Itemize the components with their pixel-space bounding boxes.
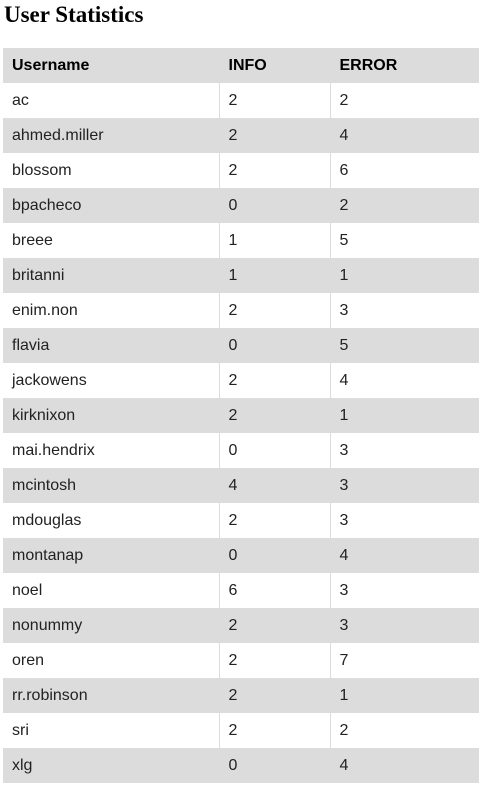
error-count-cell: 6 [339,161,349,179]
username-cell: kirknixon [3,398,220,433]
error-count-cell: 2 [339,91,349,109]
table-row: enim.non 2 3 [3,293,479,328]
table-row: mdouglas 2 3 [3,503,479,538]
info-count-cell: 2 [219,293,331,328]
table-row: jackowens 2 4 [3,363,479,398]
table-row: noel 6 3 [3,573,479,608]
error-count-cell: 4 [339,756,349,774]
info-count-cell: 1 [219,258,331,293]
info-count-cell: 6 [219,573,331,608]
info-count-cell: 2 [219,398,331,433]
username-cell: noel [3,573,220,608]
table-body: ac 2 2 ahmed.miller 2 4 blossom 2 6 bpacheco 0 2 bre… [3,83,479,783]
error-count-cell: 1 [339,266,349,284]
username-cell: mdouglas [3,503,220,538]
table-row: rr.robinson 2 1 [3,678,479,713]
error-count-cell: 3 [339,581,349,599]
user-statistics-table: Username INFO ERROR ac 2 2 ahmed.miller 2 4 bl… [3,48,479,783]
info-count-cell: 0 [219,748,331,783]
error-count-cell: 5 [339,336,349,354]
username-cell: britanni [3,258,220,293]
info-count-cell: 0 [219,328,331,363]
info-count-cell: 2 [219,503,331,538]
page-title: User Statistics [4,2,144,27]
username-cell: breee [3,223,220,258]
table-row: xlg 0 4 [3,748,479,783]
table-row: breee 1 5 [3,223,479,258]
username-cell: montanap [3,538,220,573]
username-cell: mai.hendrix [3,433,220,468]
table-row: flavia 0 5 [3,328,479,363]
username-cell: sri [3,713,220,748]
error-count-cell: 1 [339,406,349,424]
username-cell: mcintosh [3,468,220,503]
column-header-username: Username [3,48,220,83]
error-count-cell: 4 [339,546,349,564]
table-row: montanap 0 4 [3,538,479,573]
error-count-cell: 2 [339,196,349,214]
info-count-cell: 2 [219,713,331,748]
info-count-cell: 2 [219,153,331,188]
error-count-cell: 3 [339,616,349,634]
info-count-cell: 4 [219,468,331,503]
info-count-cell: 2 [219,608,331,643]
error-count-cell: 5 [339,231,349,249]
username-cell: oren [3,643,220,678]
username-cell: ac [3,83,220,118]
table-header-row: Username INFO ERROR [3,48,479,83]
error-count-cell: 1 [339,686,349,704]
column-header-info: INFO [219,48,331,83]
error-count-cell: 3 [339,511,349,529]
error-count-cell: 3 [339,441,349,459]
username-cell: jackowens [3,363,220,398]
table-row: ac 2 2 [3,83,479,118]
username-cell: xlg [3,748,220,783]
column-header-error: ERROR [339,56,398,74]
username-cell: enim.non [3,293,220,328]
table-row: kirknixon 2 1 [3,398,479,433]
username-cell: flavia [3,328,220,363]
info-count-cell: 0 [219,188,331,223]
info-count-cell: 2 [219,643,331,678]
info-count-cell: 0 [219,538,331,573]
error-count-cell: 4 [339,126,349,144]
info-count-cell: 0 [219,433,331,468]
error-count-cell: 7 [339,651,349,669]
username-cell: rr.robinson [3,678,220,713]
username-cell: bpacheco [3,188,220,223]
info-count-cell: 2 [219,83,331,118]
username-cell: nonummy [3,608,220,643]
table-row: britanni 1 1 [3,258,479,293]
info-count-cell: 2 [219,363,331,398]
error-count-cell: 3 [339,476,349,494]
table-row: ahmed.miller 2 4 [3,118,479,153]
info-count-cell: 1 [219,223,331,258]
table-row: sri 2 2 [3,713,479,748]
info-count-cell: 2 [219,678,331,713]
table-row: mcintosh 4 3 [3,468,479,503]
table-row: bpacheco 0 2 [3,188,479,223]
error-count-cell: 2 [339,721,349,739]
table-row: oren 2 7 [3,643,479,678]
table-row: mai.hendrix 0 3 [3,433,479,468]
error-count-cell: 3 [339,301,349,319]
error-count-cell: 4 [339,371,349,389]
table-row: nonummy 2 3 [3,608,479,643]
username-cell: blossom [3,153,220,188]
info-count-cell: 2 [219,118,331,153]
table-row: blossom 2 6 [3,153,479,188]
username-cell: ahmed.miller [3,118,220,153]
